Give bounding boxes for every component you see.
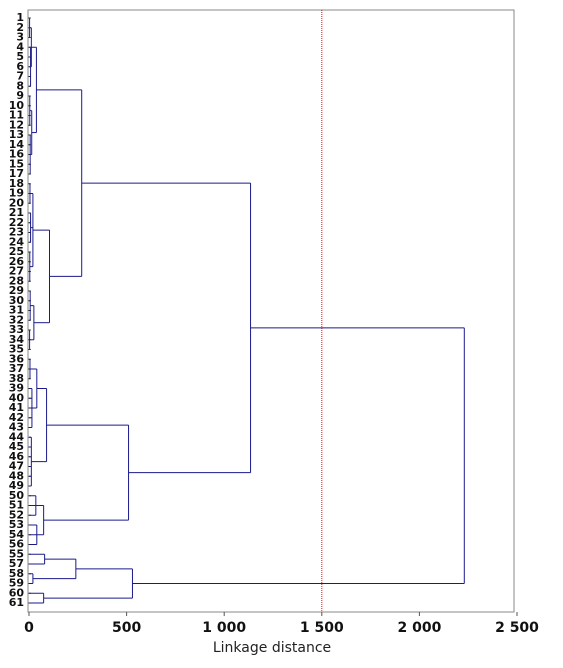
x-tick-label: 2 500 xyxy=(495,620,539,636)
leaf-label: 23 xyxy=(9,226,24,239)
x-tick-label: 500 xyxy=(112,620,141,636)
leaf-label: 6 xyxy=(16,60,24,73)
plot-frame xyxy=(27,9,515,613)
leaf-label: 61 xyxy=(9,596,24,609)
leaf-label: 47 xyxy=(9,460,24,473)
leaf-label: 2 xyxy=(16,21,24,34)
leaf-label: 50 xyxy=(9,489,25,502)
leaf-label: 25 xyxy=(9,245,24,258)
leaf-label: 38 xyxy=(9,372,24,385)
leaf-label: 13 xyxy=(9,128,24,141)
leaf-label: 24 xyxy=(9,235,25,248)
leaf-label: 53 xyxy=(9,518,24,531)
leaf-label: 12 xyxy=(9,118,24,131)
leaf-label: 58 xyxy=(9,567,24,580)
leaf-label: 10 xyxy=(9,99,25,112)
leaf-label: 48 xyxy=(9,469,24,482)
leaf-label: 49 xyxy=(9,479,24,492)
leaf-label: 14 xyxy=(9,138,25,151)
leaf-label: 22 xyxy=(9,216,24,229)
leaf-label: 5 xyxy=(16,50,24,63)
leaf-label: 7 xyxy=(16,70,24,83)
leaf-label: 3 xyxy=(16,31,24,44)
leaf-label: 18 xyxy=(9,177,24,190)
leaf-label: 26 xyxy=(9,255,25,268)
leaf-label: 8 xyxy=(16,79,24,92)
leaf-label: 4 xyxy=(16,40,24,53)
leaf-label: 17 xyxy=(9,167,24,180)
leaf-label: 20 xyxy=(9,196,25,209)
leaf-label: 54 xyxy=(9,528,25,541)
leaf-label: 9 xyxy=(16,89,24,102)
leaf-label: 56 xyxy=(9,538,25,551)
leaf-label: 15 xyxy=(9,157,24,170)
leaf-label: 27 xyxy=(9,265,24,278)
leaf-label: 51 xyxy=(9,499,24,512)
leaf-label: 40 xyxy=(9,391,25,404)
leaf-label: 57 xyxy=(9,557,24,570)
x-tick-label: 1 000 xyxy=(202,620,246,636)
leaf-label: 33 xyxy=(9,323,24,336)
leaf-label: 28 xyxy=(9,274,24,287)
leaf-label: 44 xyxy=(9,430,25,443)
leaf-label: 29 xyxy=(9,284,24,297)
leaf-label: 59 xyxy=(9,577,24,590)
leaf-label: 45 xyxy=(9,440,24,453)
leaf-label: 60 xyxy=(9,586,25,599)
leaf-label: 55 xyxy=(9,547,24,560)
leaf-label: 36 xyxy=(9,352,25,365)
leaf-label: 42 xyxy=(9,411,24,424)
x-tick-label: 2 000 xyxy=(397,620,441,636)
leaf-label: 1 xyxy=(16,11,24,24)
leaf-label: 32 xyxy=(9,313,24,326)
leaf-label: 41 xyxy=(9,401,24,414)
leaf-label: 16 xyxy=(9,148,25,161)
leaf-label: 43 xyxy=(9,421,24,434)
x-tick-label: 1 500 xyxy=(300,620,344,636)
leaf-label: 21 xyxy=(9,206,24,219)
leaf-label: 30 xyxy=(9,294,25,307)
leaf-label: 35 xyxy=(9,343,24,356)
x-tick-label: 0 xyxy=(24,620,34,636)
x-axis-label: Linkage distance xyxy=(213,640,331,656)
leaf-label: 37 xyxy=(9,362,24,375)
leaf-label: 52 xyxy=(9,508,24,521)
leaf-label: 34 xyxy=(9,333,25,346)
leaf-label: 19 xyxy=(9,187,24,200)
leaf-label: 11 xyxy=(9,109,24,122)
leaf-label: 46 xyxy=(9,450,25,463)
leaf-label: 39 xyxy=(9,382,24,395)
leaf-label: 31 xyxy=(9,304,24,317)
